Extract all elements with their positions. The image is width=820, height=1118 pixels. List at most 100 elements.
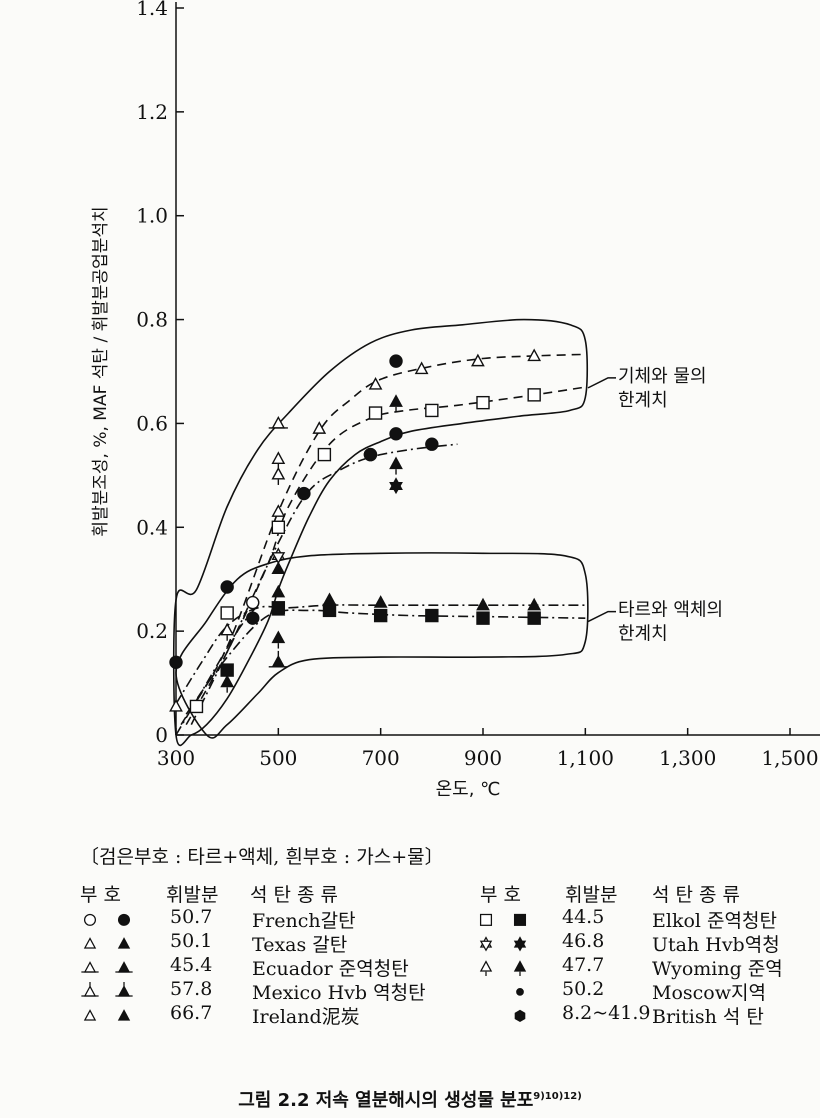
data-point-7-2 bbox=[322, 603, 337, 618]
x-axis-label: 온도, ℃ bbox=[436, 779, 501, 800]
legend-symbol-open-left-1 bbox=[83, 937, 97, 949]
legend-symbol-filled-right-1-mark-shape2 bbox=[513, 940, 527, 952]
legend-symbol-open-left-3 bbox=[81, 982, 99, 997]
legend-row-left-4: 66.7 Ireland泥炭 bbox=[60, 1002, 820, 1028]
legend-header-volatile-right: 휘발분 bbox=[565, 884, 618, 906]
legend-symbol-open-left-2 bbox=[81, 961, 99, 973]
trend-curve-4 bbox=[185, 609, 586, 715]
legend-symbol-open-left-0-mark bbox=[83, 913, 97, 926]
data-point-2-0 bbox=[169, 698, 183, 712]
legend-symbol-open-left-4-mark bbox=[83, 1009, 97, 1021]
legend-volatile: 50.7 bbox=[170, 906, 213, 928]
data-point-3-3 bbox=[322, 592, 337, 606]
data-point-1-0-shape bbox=[169, 655, 183, 669]
data-point-11-2 bbox=[389, 394, 403, 413]
legend-symbol-filled-right-0 bbox=[513, 913, 527, 926]
y-tick-label-2: 0.4 bbox=[136, 515, 168, 539]
legend-coal-type: Elkol 준역청탄 bbox=[652, 910, 777, 932]
legend-row-left-2: 45.4 Ecuador 준역청탄 bbox=[60, 954, 820, 980]
legend-symbol-filled-right-0-mark bbox=[513, 913, 527, 926]
data-point-7-6 bbox=[527, 611, 541, 625]
legend-header: 부 호 휘발분 석 탄 종 류 부 호 휘발분 석 탄 종 류 bbox=[60, 880, 820, 906]
legend-symbol-filled-left-1-mark-shape bbox=[117, 937, 131, 949]
data-point-8-0 bbox=[271, 547, 286, 565]
data-point-6-1 bbox=[220, 606, 234, 620]
legend-symbol-open-right-2-mark bbox=[479, 960, 493, 976]
data-point-2-0-shape bbox=[169, 698, 183, 712]
data-point-5-0-shape bbox=[271, 654, 286, 668]
legend-coal-type: Texas 갈탄 bbox=[252, 934, 348, 956]
data-point-3-1-shape bbox=[271, 584, 286, 598]
legend-symbol-open-right-1-mark bbox=[479, 936, 493, 952]
data-point-1-4 bbox=[363, 447, 378, 462]
series-5 bbox=[268, 650, 288, 668]
legend-coal-type: Ireland泥炭 bbox=[252, 1006, 360, 1028]
data-point-3-4 bbox=[373, 595, 388, 608]
x-tick-label-0: 300 bbox=[157, 746, 195, 770]
y-axis-label: 휘발분조성, %, MAF 석탄 / 휘발분공업분석치 bbox=[91, 206, 111, 536]
data-point-6-2-shape bbox=[271, 520, 286, 534]
legend-symbol-open-right-0-mark-shape bbox=[479, 913, 493, 926]
series-9 bbox=[389, 477, 403, 495]
legend-symbol-filled-right-4-mark-shape bbox=[514, 1009, 526, 1023]
legend-symbol-filled-right-1 bbox=[513, 936, 527, 952]
legend-symbol-filled-right-0-mark-shape bbox=[513, 913, 527, 926]
data-point-1-7 bbox=[425, 437, 439, 451]
data-point-3-5 bbox=[476, 597, 490, 611]
series-3 bbox=[271, 561, 542, 616]
data-point-7-0-shape bbox=[220, 663, 234, 677]
series-8 bbox=[271, 547, 286, 565]
data-point-2-1 bbox=[271, 504, 286, 517]
legend-symbol-filled-right-2-mark bbox=[513, 960, 527, 976]
legend-symbol-open-left-1-mark-shape bbox=[83, 937, 97, 949]
data-point-6-7-shape bbox=[527, 388, 541, 402]
data-point-7-5-shape bbox=[476, 611, 490, 625]
y-tick-label-1: 0.2 bbox=[136, 619, 168, 643]
legend-symbol-filled-right-4 bbox=[514, 1009, 526, 1023]
annotation-text-1-1: 한계치 bbox=[618, 624, 668, 645]
data-point-7-4-shape bbox=[425, 608, 439, 623]
data-point-7-3-shape bbox=[373, 608, 388, 623]
legend-coal-type: Mexico Hvb 역청탄 bbox=[252, 982, 426, 1004]
data-point-6-0-shape bbox=[189, 699, 204, 714]
data-point-1-2 bbox=[246, 611, 260, 625]
legend-coal-type: British 석 탄 bbox=[652, 1006, 764, 1028]
data-point-6-7 bbox=[527, 388, 541, 402]
data-point-1-5 bbox=[389, 354, 403, 368]
x-tick-label-2: 700 bbox=[362, 746, 400, 770]
data-point-1-7-shape bbox=[425, 437, 439, 451]
data-point-10-1-shape bbox=[271, 466, 286, 480]
data-point-1-6 bbox=[389, 427, 403, 441]
legend-symbol-filled-right-3 bbox=[516, 988, 524, 996]
legend-row-right-3: 50.2 Moscow지역 bbox=[60, 978, 820, 1004]
data-point-6-4 bbox=[368, 406, 383, 420]
y-tick-label-4: 0.8 bbox=[136, 308, 168, 332]
data-point-2-4-shape bbox=[414, 361, 429, 375]
x-tick-label-6: 1,500 bbox=[761, 746, 818, 770]
data-point-7-6-shape bbox=[527, 611, 541, 625]
trend-curve-1 bbox=[185, 386, 586, 725]
series-1 bbox=[169, 354, 439, 669]
legend-header-symbol-left: 부 호 bbox=[80, 884, 121, 906]
data-point-2-2-shape bbox=[312, 421, 327, 434]
data-point-2-4 bbox=[414, 361, 429, 375]
legend-symbol-filled-right-3-mark-shape bbox=[516, 988, 524, 996]
data-point-11-3-shape bbox=[389, 456, 403, 470]
trend-curve-0 bbox=[180, 353, 586, 726]
legend-symbol-filled-left-4-mark-shape bbox=[117, 1009, 131, 1021]
legend-header-volatile-left: 휘발분 bbox=[166, 884, 219, 906]
data-point-10-2 bbox=[220, 622, 235, 641]
data-point-6-1-shape bbox=[220, 606, 234, 620]
data-point-10-0-shape bbox=[271, 451, 286, 464]
legend-coal-type: Utah Hvb역청 bbox=[652, 934, 780, 956]
data-point-11-1 bbox=[220, 674, 235, 693]
data-point-6-3 bbox=[317, 447, 332, 462]
data-point-6-3-shape bbox=[317, 447, 332, 462]
legend-volatile: 66.7 bbox=[170, 1002, 213, 1024]
legend-symbol-filled-right-4-mark bbox=[514, 1009, 526, 1023]
legend-title: 〔검은부호 : 타르+액체, 흰부호 : 가스+물〕 bbox=[80, 846, 444, 868]
data-point-2-3 bbox=[368, 377, 383, 390]
y-tick-label-0: 0 bbox=[155, 723, 168, 747]
y-tick-label-7: 1.4 bbox=[136, 0, 168, 20]
data-point-11-0 bbox=[271, 630, 286, 649]
